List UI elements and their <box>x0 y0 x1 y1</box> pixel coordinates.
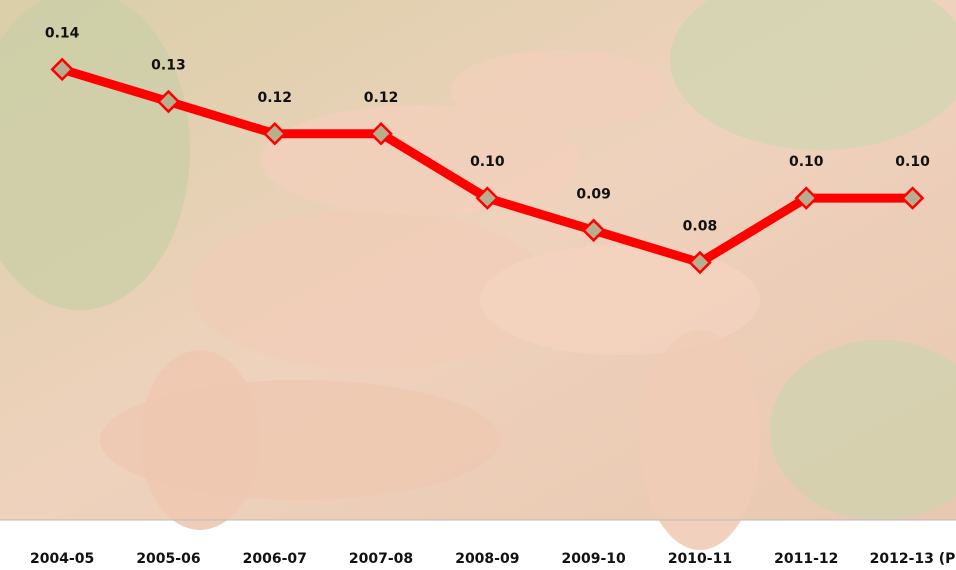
data-label: 0.08 <box>683 219 718 235</box>
x-tick-label: 2008-09 <box>455 551 519 567</box>
page: {"chart_data": {"type": "line", "categor… <box>0 0 956 570</box>
data-label: 0.10 <box>789 154 824 170</box>
chart: 2004-05 2005-06 2006-07 2007-08 2008-09 2009-… <box>0 0 956 570</box>
data-label: 0.12 <box>364 90 399 106</box>
data-label: 0.14 <box>45 25 80 41</box>
x-tick-label: 2007-08 <box>349 551 413 567</box>
data-label: 0.10 <box>470 154 505 170</box>
data-label: 0.12 <box>257 90 292 106</box>
x-tick-label: 2004-05 <box>30 551 94 567</box>
background-photo <box>0 0 956 550</box>
x-tick-label: 2012-13 (P <box>870 551 956 567</box>
data-label: 0.10 <box>895 154 930 170</box>
x-tick-label: 2009-10 <box>562 551 627 567</box>
x-tick-label: 2006-07 <box>243 551 307 567</box>
data-label: 0.09 <box>576 186 611 202</box>
x-tick-label: 2011-12 <box>774 551 838 567</box>
x-tick-label: 2010-11 <box>668 551 732 567</box>
x-tick-label: 2005-06 <box>136 551 200 567</box>
data-label: 0.13 <box>151 58 186 74</box>
